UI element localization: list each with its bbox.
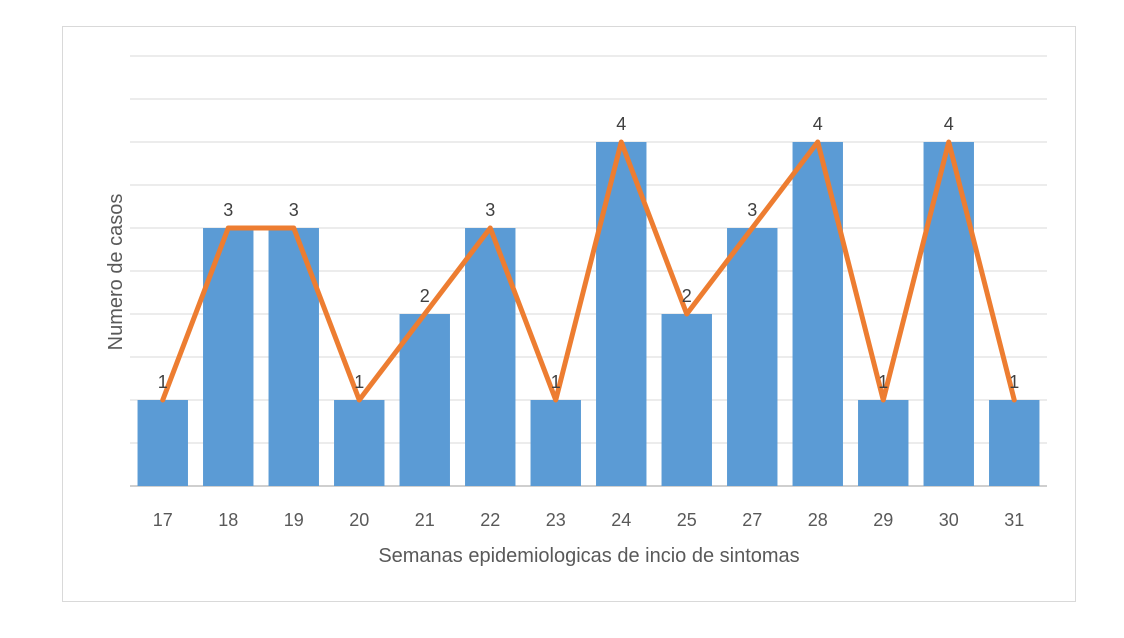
x-tick-27: 27 [742, 510, 762, 530]
x-tick-19: 19 [284, 510, 304, 530]
data-label-17: 1 [158, 372, 168, 392]
x-tick-21: 21 [415, 510, 435, 530]
data-label-20: 1 [354, 372, 364, 392]
data-label-23: 1 [551, 372, 561, 392]
bar-22 [465, 228, 516, 486]
data-label-22: 3 [485, 200, 495, 220]
bar-19 [268, 228, 319, 486]
x-tick-25: 25 [677, 510, 697, 530]
data-label-24: 4 [616, 114, 626, 134]
bar-23 [530, 400, 581, 486]
data-label-18: 3 [223, 200, 233, 220]
bar-21 [399, 314, 450, 486]
data-label-19: 3 [289, 200, 299, 220]
bar-31 [989, 400, 1040, 486]
data-label-31: 1 [1009, 372, 1019, 392]
bar-20 [334, 400, 385, 486]
data-label-25: 2 [682, 286, 692, 306]
bar-30 [923, 142, 974, 486]
x-axis-title: Semanas epidemiologicas de incio de sint… [378, 545, 799, 567]
bar-28 [792, 142, 843, 486]
x-tick-31: 31 [1004, 510, 1024, 530]
x-tick-28: 28 [808, 510, 828, 530]
x-tick-30: 30 [939, 510, 959, 530]
bars [137, 142, 1040, 486]
x-tick-22: 22 [480, 510, 500, 530]
x-tick-29: 29 [873, 510, 893, 530]
x-tick-17: 17 [153, 510, 173, 530]
x-tick-20: 20 [349, 510, 369, 530]
data-label-21: 2 [420, 286, 430, 306]
bar-18 [203, 228, 254, 486]
bar-17 [137, 400, 188, 486]
x-tick-24: 24 [611, 510, 631, 530]
data-labels: 1 3 3 1 2 3 1 4 2 3 4 1 4 1 [158, 114, 1020, 392]
data-label-29: 1 [878, 372, 888, 392]
trend-line-series [160, 139, 1017, 403]
x-tick-18: 18 [218, 510, 238, 530]
y-axis-title: Numero de casos [105, 194, 127, 351]
data-label-28: 4 [813, 114, 823, 134]
trend-line [160, 139, 1017, 403]
bar-27 [727, 228, 778, 486]
data-label-30: 4 [944, 114, 954, 134]
data-label-27: 3 [747, 200, 757, 220]
bar-25 [661, 314, 712, 486]
bar-29 [858, 400, 909, 486]
x-tick-23: 23 [546, 510, 566, 530]
x-axis-ticks: 17 18 19 20 21 22 23 24 25 27 28 29 30 31 [153, 510, 1025, 530]
